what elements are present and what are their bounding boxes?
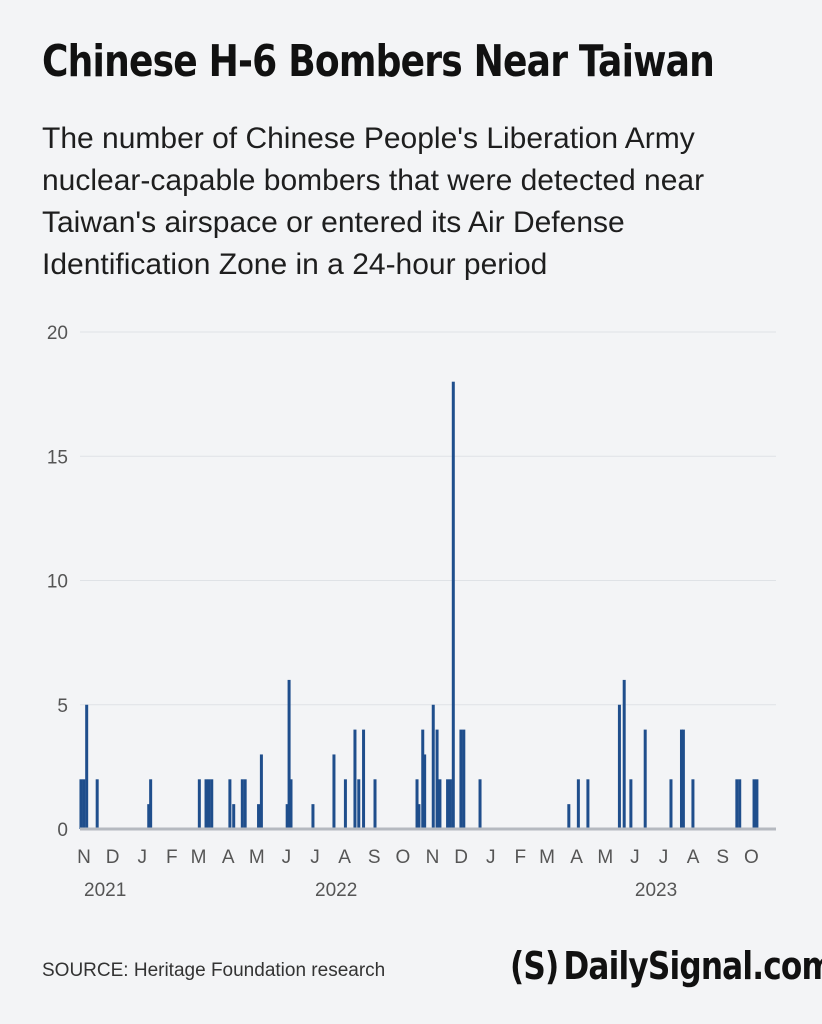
bar xyxy=(435,729,439,829)
bar xyxy=(421,729,425,829)
bar xyxy=(95,779,99,829)
bar xyxy=(752,779,756,829)
bar xyxy=(735,779,739,829)
bar xyxy=(362,729,366,829)
bar xyxy=(147,804,151,829)
bar xyxy=(679,729,683,829)
x-tick-label: F xyxy=(166,847,178,868)
bar xyxy=(240,779,244,829)
bar xyxy=(629,779,633,829)
y-tick-label: 20 xyxy=(47,323,68,344)
bar xyxy=(622,679,626,829)
bar xyxy=(85,704,89,829)
x-tick-label: J xyxy=(486,847,496,868)
x-tick-label: S xyxy=(368,847,381,868)
x-tick-label: A xyxy=(338,847,351,868)
bar xyxy=(149,779,153,829)
bar xyxy=(478,779,482,829)
x-tick-label: J xyxy=(630,847,640,868)
bar xyxy=(204,779,208,829)
year-label: 2021 xyxy=(84,880,126,901)
bar xyxy=(643,729,647,829)
bar xyxy=(287,679,291,829)
x-tick-label: D xyxy=(454,847,468,868)
bar xyxy=(446,779,450,829)
x-tick-label: J xyxy=(659,847,669,868)
bar xyxy=(232,804,236,829)
bar xyxy=(451,381,455,829)
bar xyxy=(332,754,336,829)
x-tick-label: J xyxy=(137,847,147,868)
y-tick-label: 5 xyxy=(57,696,68,717)
bar xyxy=(311,804,315,829)
logo-text: DailySignal.com xyxy=(563,944,822,988)
bar xyxy=(417,804,421,829)
x-tick-label: F xyxy=(515,847,527,868)
daily-signal-logo: (S) DailySignal.com xyxy=(510,944,822,988)
bar xyxy=(228,779,232,829)
bar xyxy=(353,729,357,829)
bar xyxy=(243,779,247,829)
bar xyxy=(448,779,452,829)
bar xyxy=(207,779,211,829)
bar xyxy=(738,779,742,829)
chart-title: Chinese H-6 Bombers Near Taiwan xyxy=(42,36,715,87)
bar xyxy=(691,779,695,829)
x-tick-label: O xyxy=(744,847,759,868)
bar xyxy=(82,779,86,829)
x-tick-label: M xyxy=(191,847,207,868)
chart-subtitle: The number of Chinese People's Liberatio… xyxy=(42,122,705,281)
bars xyxy=(79,381,759,829)
year-label: 2022 xyxy=(315,880,357,901)
x-tick-label: M xyxy=(539,847,555,868)
x-tick-label: J xyxy=(310,847,320,868)
bar xyxy=(257,804,261,829)
logo-mark: (S) xyxy=(510,944,559,988)
x-tick-label: A xyxy=(222,847,235,868)
x-tick-label: A xyxy=(687,847,700,868)
bar xyxy=(357,779,361,829)
y-axis: 0 5 10 15 20 xyxy=(47,323,68,841)
x-tick-label: O xyxy=(395,847,410,868)
x-tick-label: N xyxy=(426,847,440,868)
year-label: 2023 xyxy=(635,880,677,901)
bar xyxy=(669,779,673,829)
bar xyxy=(197,779,201,829)
x-tick-label: S xyxy=(716,847,729,868)
bar xyxy=(576,779,580,829)
bar xyxy=(259,754,263,829)
bar xyxy=(617,704,621,829)
x-tick-label: D xyxy=(106,847,120,868)
y-tick-label: 0 xyxy=(57,820,68,841)
bar xyxy=(285,804,289,829)
x-tick-label: M xyxy=(597,847,613,868)
bar xyxy=(423,754,427,829)
y-tick-label: 10 xyxy=(47,572,68,593)
gridlines xyxy=(80,331,776,706)
bar xyxy=(431,704,435,829)
bar xyxy=(462,729,466,829)
y-tick-label: 15 xyxy=(47,447,68,468)
bar xyxy=(586,779,590,829)
year-labels: 2021 2022 2023 xyxy=(84,880,677,901)
x-tick-label: N xyxy=(77,847,91,868)
bar xyxy=(755,779,759,829)
bar xyxy=(289,779,293,829)
bar xyxy=(210,779,214,829)
x-tick-label: J xyxy=(282,847,292,868)
bar xyxy=(438,779,442,829)
x-tick-label: A xyxy=(570,847,583,868)
x-tick-label: M xyxy=(249,847,265,868)
bar xyxy=(343,779,347,829)
bar xyxy=(79,779,83,829)
bar xyxy=(373,779,377,829)
bar xyxy=(567,804,571,829)
bar xyxy=(459,729,463,829)
bar xyxy=(415,779,419,829)
source-note: SOURCE: Heritage Foundation research xyxy=(42,960,386,981)
bar xyxy=(681,729,685,829)
